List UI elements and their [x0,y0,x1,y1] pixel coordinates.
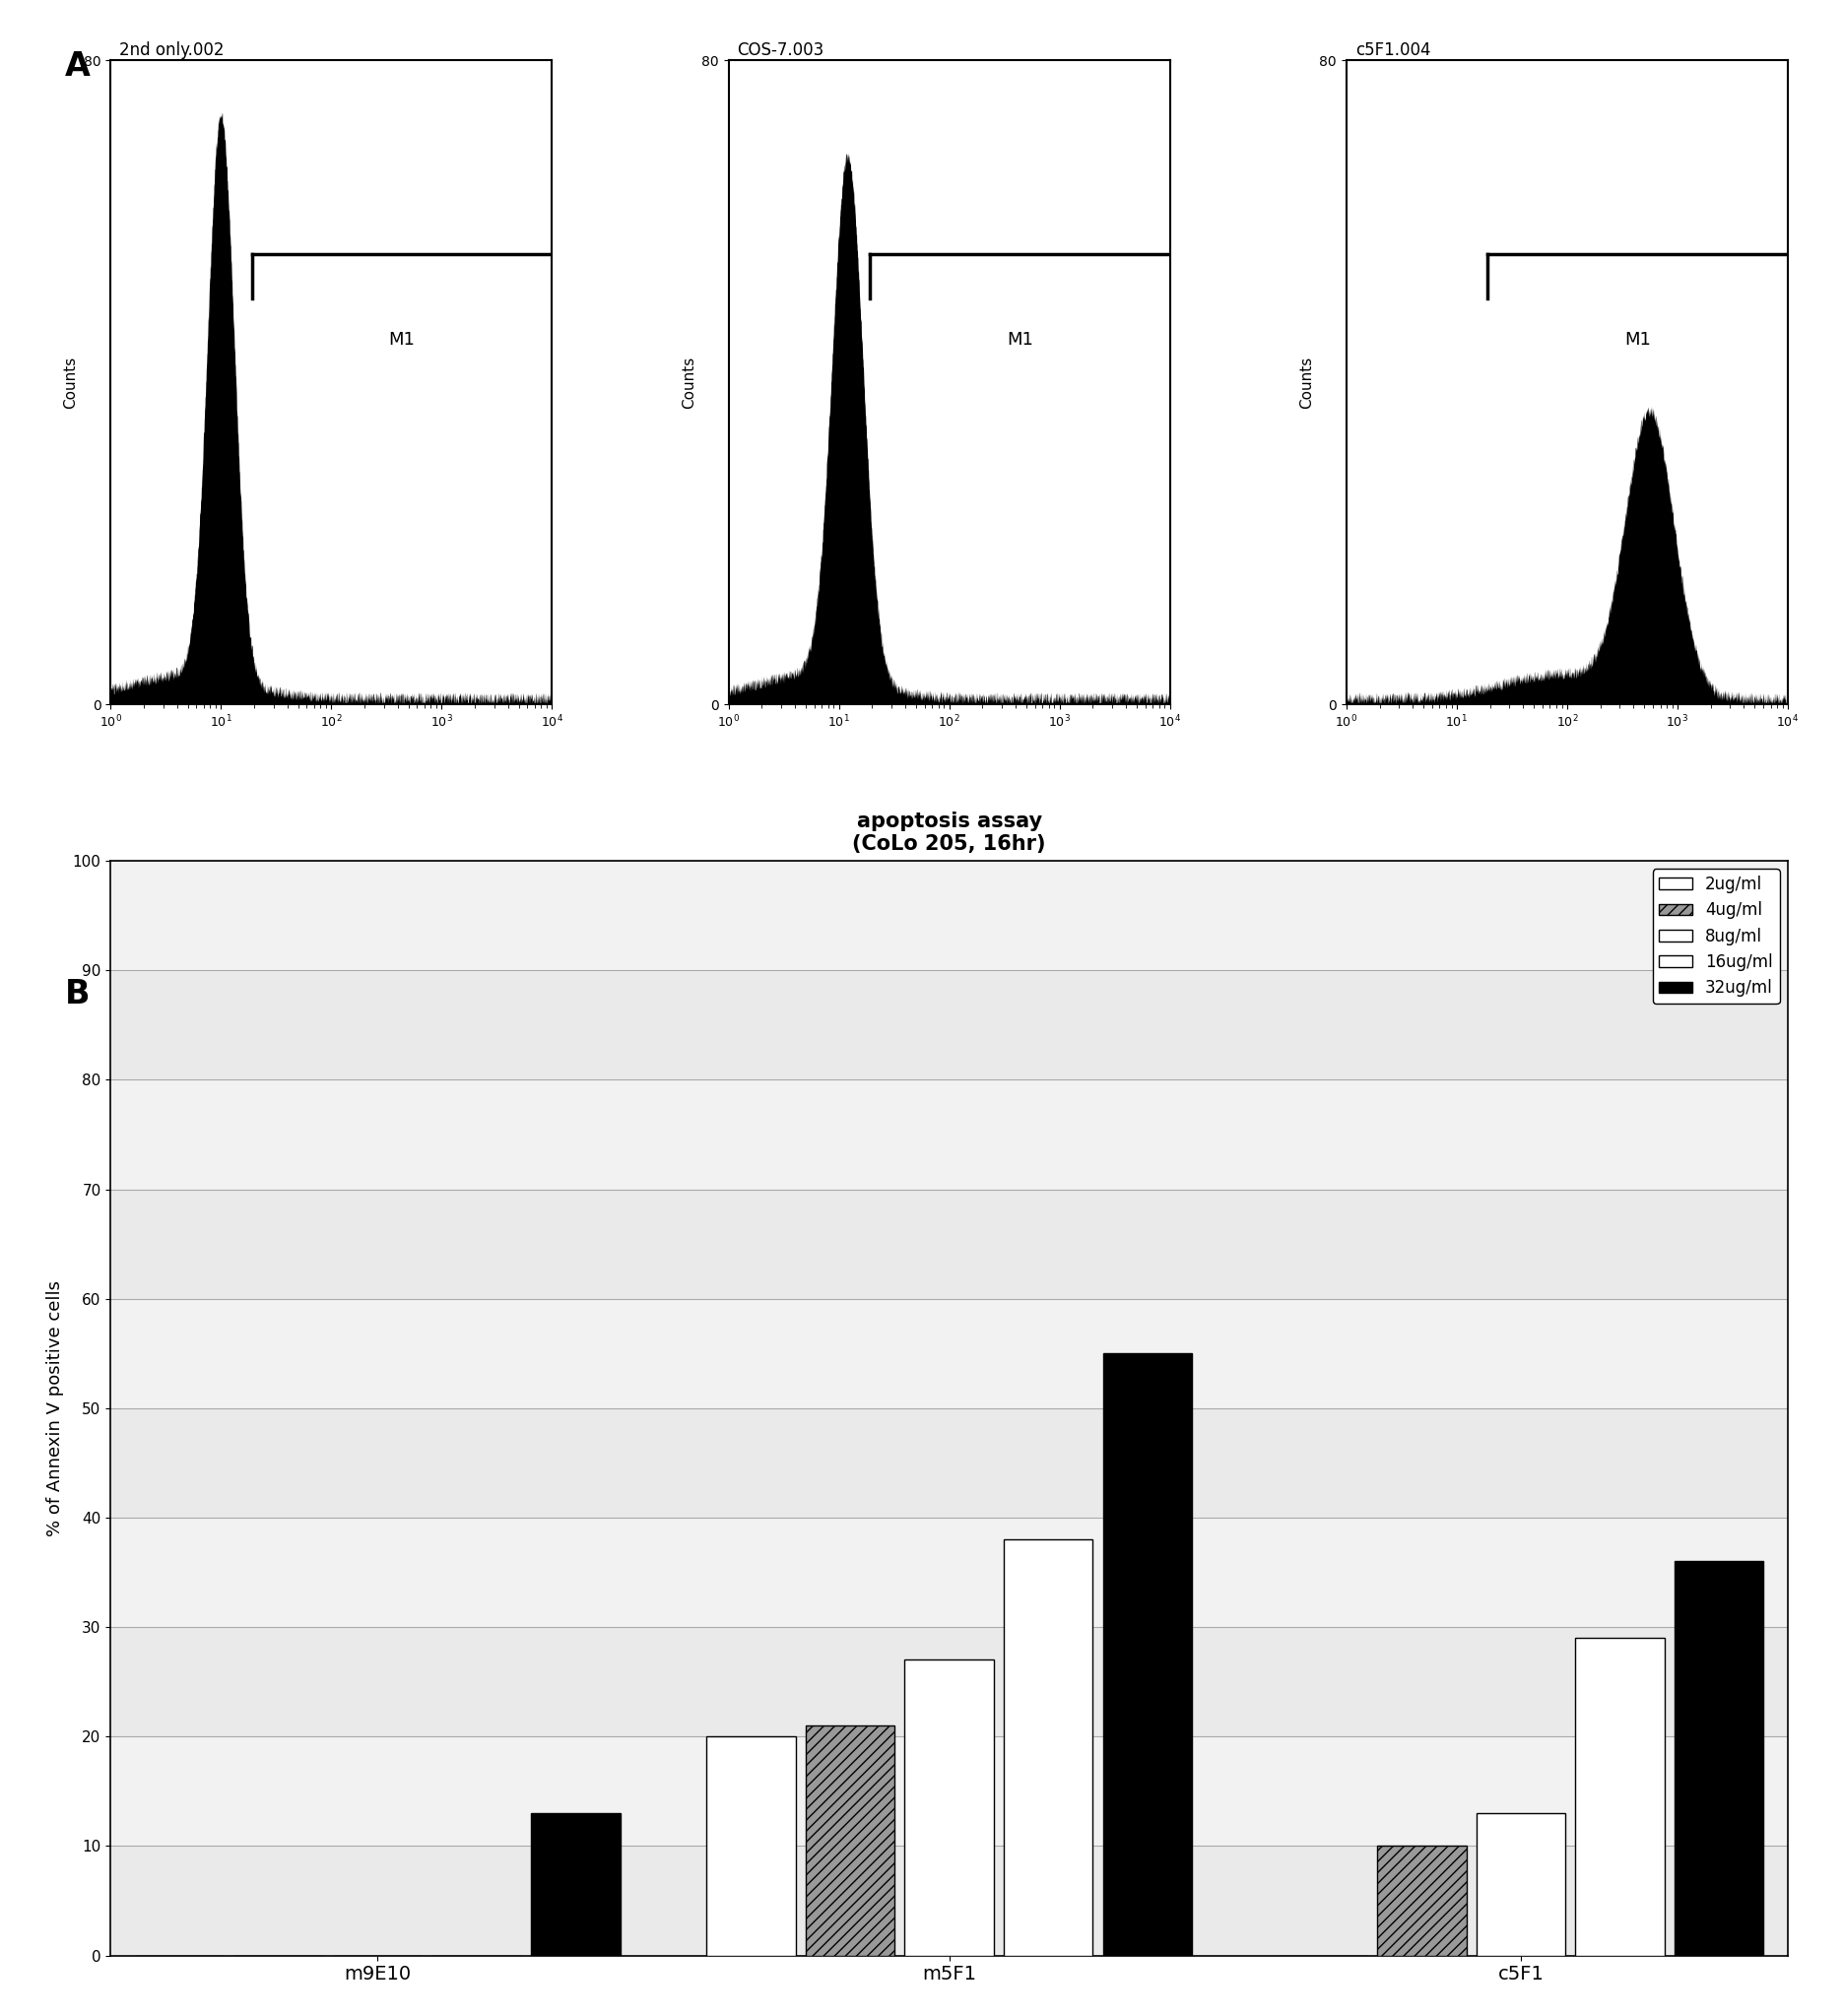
Text: M1: M1 [1006,331,1032,349]
Bar [111,1736,1788,1847]
Bar [1004,1540,1093,1956]
Bar [1675,1562,1764,1956]
Text: 2nd only.002: 2nd only.002 [120,40,225,58]
Bar [111,1081,1788,1189]
Text: COS-7.003: COS-7.003 [737,40,824,58]
Bar [905,1659,993,1956]
Bar [1576,1639,1664,1956]
Text: A: A [65,50,90,83]
Y-axis label: Counts: Counts [1299,357,1314,409]
Bar [111,970,1788,1081]
Bar [805,1726,894,1956]
Bar [111,1409,1788,1518]
Bar [111,1627,1788,1736]
Bar [111,1189,1788,1298]
Legend: 2ug/ml, 4ug/ml, 8ug/ml, 16ug/ml, 32ug/ml: 2ug/ml, 4ug/ml, 8ug/ml, 16ug/ml, 32ug/ml [1653,869,1780,1004]
Bar [531,1812,621,1956]
Y-axis label: Counts: Counts [63,357,77,409]
Bar [111,1847,1788,1956]
Bar [111,1298,1788,1409]
Bar [1476,1812,1565,1956]
Y-axis label: Counts: Counts [682,357,697,409]
Y-axis label: % of Annexin V positive cells: % of Annexin V positive cells [46,1280,65,1536]
Text: c5F1.004: c5F1.004 [1355,40,1430,58]
Bar [706,1736,796,1956]
Bar [111,861,1788,970]
Text: M1: M1 [1624,331,1651,349]
Text: B: B [65,978,90,1010]
Title: apoptosis assay
(CoLo 205, 16hr): apoptosis assay (CoLo 205, 16hr) [851,810,1047,855]
Bar [1377,1847,1467,1956]
Bar [111,1518,1788,1627]
Text: M1: M1 [389,331,415,349]
Bar [1102,1353,1192,1956]
